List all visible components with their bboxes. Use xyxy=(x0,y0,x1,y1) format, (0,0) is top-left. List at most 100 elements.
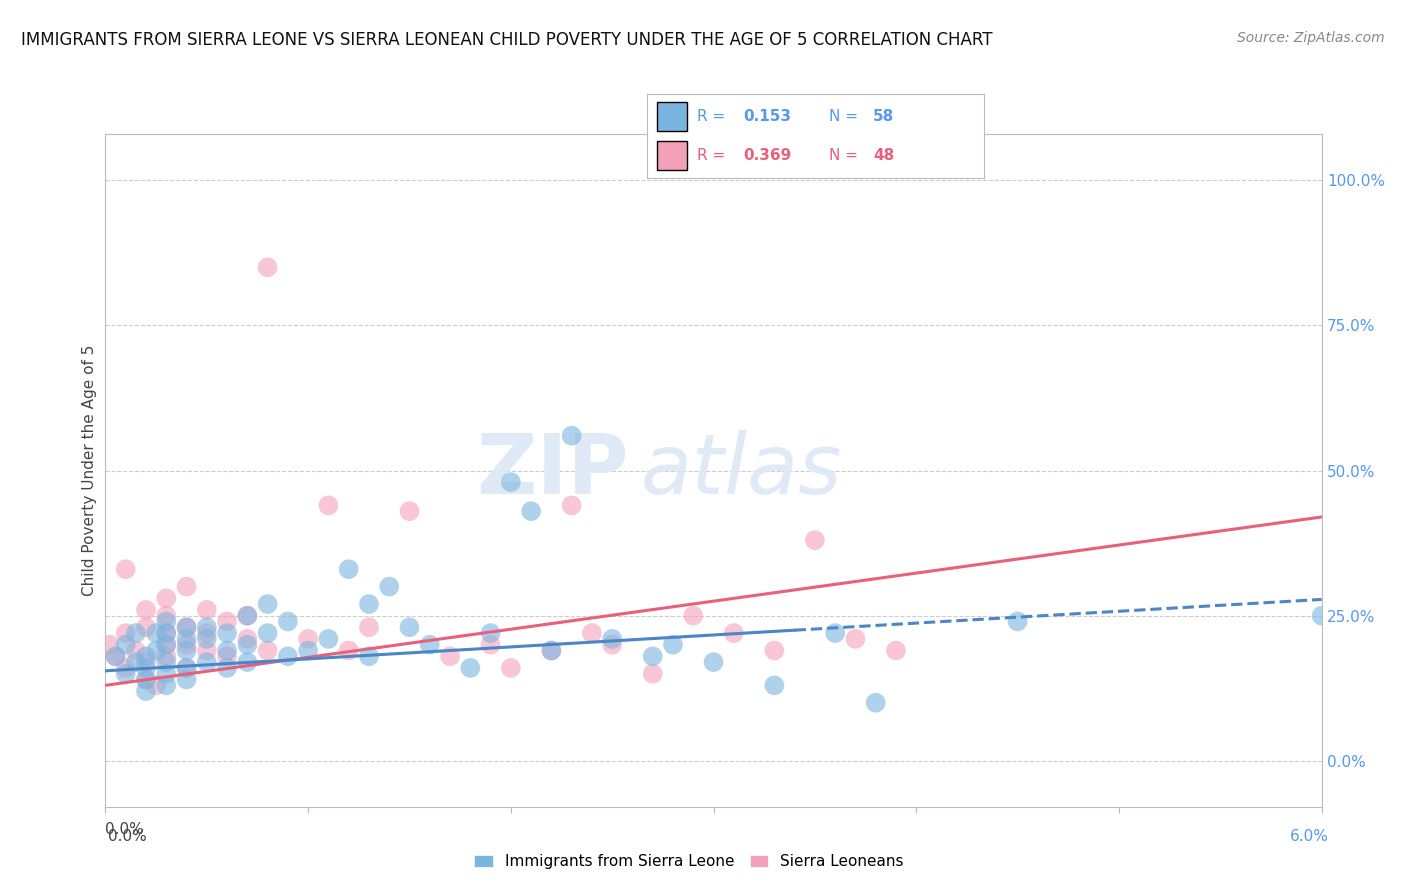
Point xyxy=(125,655,148,669)
Point xyxy=(600,632,623,646)
Point xyxy=(155,626,177,640)
Point xyxy=(155,666,177,681)
Point xyxy=(195,655,218,669)
Point xyxy=(98,638,121,652)
Text: 0.369: 0.369 xyxy=(742,148,792,163)
Point xyxy=(155,615,177,629)
Point xyxy=(277,649,299,664)
Point xyxy=(155,608,177,623)
Point xyxy=(195,620,218,634)
Text: N =: N = xyxy=(830,148,858,163)
Point xyxy=(561,499,583,513)
Text: R =: R = xyxy=(697,148,725,163)
Point xyxy=(662,638,685,652)
Point xyxy=(236,638,259,652)
Point xyxy=(540,643,562,657)
Point xyxy=(256,260,278,275)
Point xyxy=(104,649,127,664)
Point xyxy=(702,655,725,669)
Point xyxy=(499,475,522,490)
Point xyxy=(236,632,259,646)
Text: 0.0%: 0.0% xyxy=(108,830,148,844)
Text: 48: 48 xyxy=(873,148,894,163)
Point xyxy=(114,626,136,640)
Point xyxy=(844,632,866,646)
Text: 0.153: 0.153 xyxy=(742,109,792,124)
Point xyxy=(155,626,177,640)
Point xyxy=(520,504,543,518)
Point xyxy=(236,608,259,623)
Point xyxy=(195,626,218,640)
Point xyxy=(135,684,157,698)
Point xyxy=(217,615,239,629)
Point xyxy=(195,603,218,617)
Point xyxy=(155,591,177,606)
Point xyxy=(337,643,360,657)
Point xyxy=(256,643,278,657)
Point xyxy=(104,649,127,664)
Point xyxy=(723,626,745,640)
Point xyxy=(155,649,177,664)
Point xyxy=(125,626,148,640)
Point xyxy=(763,643,786,657)
Point xyxy=(641,666,664,681)
Point xyxy=(1007,615,1029,629)
Point xyxy=(682,608,704,623)
Point xyxy=(176,632,198,646)
Point xyxy=(318,632,340,646)
Point xyxy=(135,661,157,675)
Point xyxy=(217,643,239,657)
Text: IMMIGRANTS FROM SIERRA LEONE VS SIERRA LEONEAN CHILD POVERTY UNDER THE AGE OF 5 : IMMIGRANTS FROM SIERRA LEONE VS SIERRA L… xyxy=(21,31,993,49)
Point xyxy=(1310,608,1333,623)
Point xyxy=(145,678,167,692)
Text: 0.0%: 0.0% xyxy=(105,822,145,837)
Point xyxy=(135,649,157,664)
Point xyxy=(155,638,177,652)
Point xyxy=(581,626,603,640)
Point xyxy=(763,678,786,692)
Point xyxy=(217,661,239,675)
Point xyxy=(114,638,136,652)
Point xyxy=(824,626,846,640)
Text: ZIP: ZIP xyxy=(475,430,628,511)
Point xyxy=(176,673,198,687)
Point xyxy=(155,678,177,692)
Point xyxy=(125,643,148,657)
Point xyxy=(865,696,887,710)
Y-axis label: Child Poverty Under the Age of 5: Child Poverty Under the Age of 5 xyxy=(82,345,97,596)
Text: N =: N = xyxy=(830,109,858,124)
Point xyxy=(135,603,157,617)
Point xyxy=(357,649,380,664)
Point xyxy=(135,655,157,669)
Point xyxy=(236,655,259,669)
Point xyxy=(176,661,198,675)
Point xyxy=(236,608,259,623)
Point xyxy=(114,661,136,675)
Point xyxy=(804,533,827,548)
Point xyxy=(145,643,167,657)
Point xyxy=(135,673,157,687)
Point xyxy=(114,666,136,681)
FancyBboxPatch shape xyxy=(657,103,688,131)
Point xyxy=(641,649,664,664)
Point xyxy=(357,620,380,634)
Point xyxy=(155,655,177,669)
Point xyxy=(277,615,299,629)
Text: Source: ZipAtlas.com: Source: ZipAtlas.com xyxy=(1237,31,1385,45)
Text: R =: R = xyxy=(697,109,725,124)
Text: 58: 58 xyxy=(873,109,894,124)
Point xyxy=(145,626,167,640)
Point xyxy=(419,638,441,652)
Point xyxy=(378,580,401,594)
Point xyxy=(458,661,481,675)
Point xyxy=(176,661,198,675)
Point xyxy=(561,428,583,442)
Point xyxy=(114,562,136,576)
FancyBboxPatch shape xyxy=(657,141,688,169)
Point xyxy=(195,632,218,646)
Point xyxy=(540,643,562,657)
Point xyxy=(600,638,623,652)
Point xyxy=(318,499,340,513)
Point xyxy=(217,626,239,640)
Point xyxy=(155,638,177,652)
